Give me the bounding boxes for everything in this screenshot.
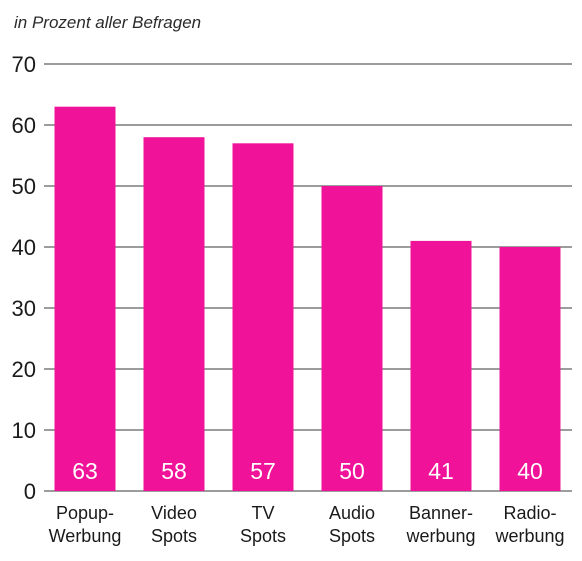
data-labels: 63 58 57 50 41 40 [72,458,543,484]
x-tick-label: TV [251,503,274,523]
x-tick-label: Spots [329,526,375,546]
y-tick-label: 0 [24,479,36,504]
x-tick-label: Radio- [503,503,556,523]
y-tick-label: 60 [12,113,36,138]
x-tick-label: Spots [151,526,197,546]
bar [499,247,561,491]
bar [54,106,116,491]
x-tick-label: werbung [405,526,475,546]
y-tick-label: 40 [12,235,36,260]
x-tick-label: Audio [329,503,375,523]
y-tick-label: 20 [12,357,36,382]
y-axis-tick-labels: 0 10 20 30 40 50 60 70 [12,52,36,504]
bar-value-label: 63 [72,458,98,484]
y-tick-label: 70 [12,52,36,77]
x-tick-label: werbung [494,526,564,546]
bar [321,186,383,491]
y-tick-label: 10 [12,418,36,443]
chart-subtitle: in Prozent aller Befragen [14,13,201,32]
bar [232,143,294,492]
bar-value-label: 58 [161,458,187,484]
bar [143,137,205,491]
x-tick-label: Banner- [409,503,473,523]
y-tick-label: 50 [12,174,36,199]
y-tick-label: 30 [12,296,36,321]
x-tick-label: Popup- [56,503,114,523]
x-tick-label: Werbung [49,526,122,546]
bar-value-label: 40 [517,458,543,484]
x-axis-tick-labels: Popup- Werbung Video Spots TV Spots Audio Spots… [49,503,565,546]
x-tick-label: Video [151,503,197,523]
bar-value-label: 57 [250,458,276,484]
bars [54,106,561,492]
bar-value-label: 50 [339,458,365,484]
gridlines [44,63,572,492]
x-tick-label: Spots [240,526,286,546]
bar-value-label: 41 [428,458,454,484]
bar [410,240,472,491]
